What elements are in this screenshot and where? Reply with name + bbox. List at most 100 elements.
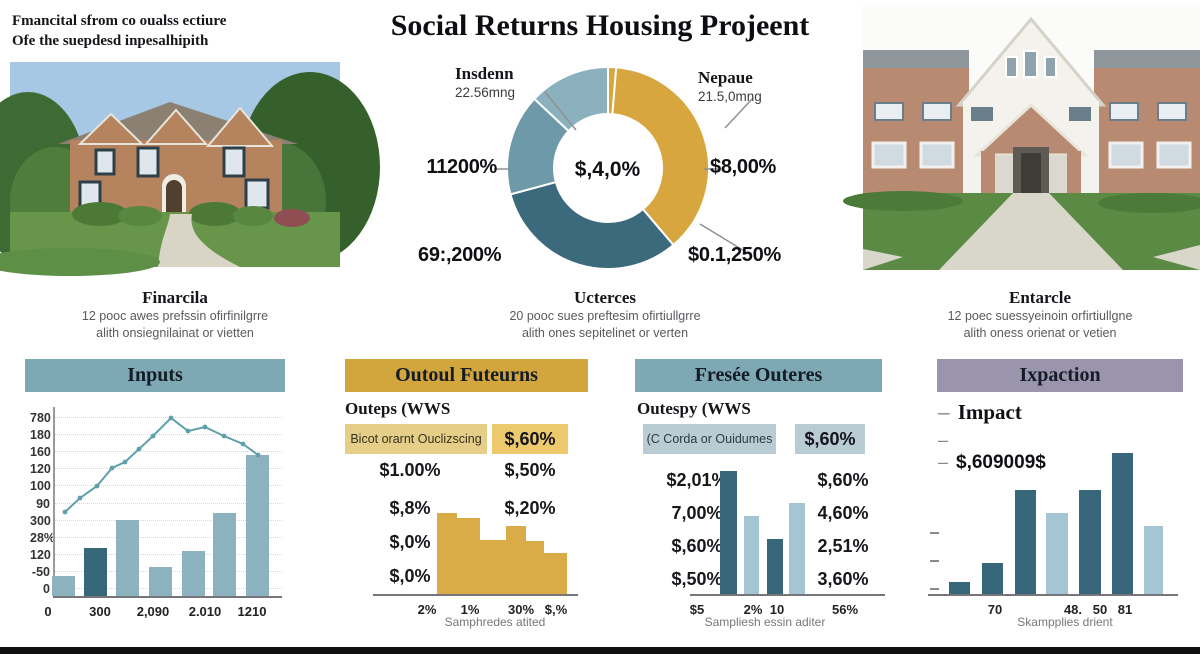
grid-line	[54, 417, 282, 418]
grid-line	[54, 434, 282, 436]
donut-callout-left-title: Insdenn	[455, 64, 514, 83]
bar	[982, 563, 1003, 595]
outcomes-row-left-3: $,60%	[671, 536, 723, 556]
x-axis-label: 2%	[743, 602, 763, 617]
bar	[744, 516, 759, 595]
caption-entarcle-line2: alith oness orienat or vetien	[963, 325, 1117, 340]
impact-dash-2: –	[938, 430, 949, 450]
x-axis-line	[53, 596, 282, 598]
caption-financila-line1: 12 pooc awes prefssin ofirfinilgrre	[81, 309, 269, 323]
x-axis-label: 81	[1117, 602, 1133, 617]
caption-financila-line2: alith onsiegnilainat or vietten	[96, 325, 254, 340]
bar	[149, 567, 172, 596]
donut-callout-left: Insdenn 22.56mng	[455, 64, 515, 100]
donut-chart	[494, 65, 754, 270]
outputs-axis-line	[373, 594, 578, 596]
outcomes-row-left-1: $2,01%	[666, 470, 728, 490]
y-axis-line	[53, 407, 55, 596]
x-axis-label: 300	[89, 604, 111, 619]
y-axis-label: 28%	[30, 530, 56, 545]
x-axis-label: $5	[689, 602, 705, 617]
panel-header-inputs: Inputs	[25, 359, 285, 392]
x-axis-label: 2,090	[136, 604, 170, 619]
caption-entarcle: Entarcle 12 poec suessyeinoin orfirtiull…	[890, 288, 1190, 341]
outputs-row-right-2: $,20%	[504, 498, 556, 518]
bar	[116, 520, 139, 596]
donut-callout-right: Nepaue 21.5,0mng	[698, 68, 762, 104]
x-axis-label: 1210	[237, 604, 267, 619]
donut-callout-right-title: Nepaue	[698, 68, 753, 87]
x-axis-label: 2.010	[188, 604, 222, 619]
outcomes-row-right-1: $,60%	[817, 470, 869, 490]
donut-label-bottom-left: 69:,200%	[418, 244, 502, 266]
outcomes-subtitle: Outespy (WWS	[637, 399, 751, 418]
outputs-subtitle: Outeps (WWS	[345, 399, 451, 418]
caption-entarcle-title: Entarcle	[1008, 288, 1071, 307]
panel-header-impact: Ixpaction	[937, 359, 1183, 392]
impact-title: Impact	[957, 400, 1022, 424]
impact-axis-tick-3	[930, 588, 939, 590]
photo-building-right	[843, 5, 1200, 270]
x-axis-label: 70	[987, 602, 1003, 617]
donut-slice-2	[509, 180, 675, 270]
grid-line	[54, 502, 282, 504]
caption-entarcle-line1: 12 poec suessyeinoin orfirtiullgne	[947, 309, 1133, 323]
y-axis-label: 90	[36, 496, 50, 511]
impact-axis-line	[928, 594, 1178, 596]
impact-value-line: – $,609009$	[938, 452, 1046, 474]
y-axis-label: 0	[43, 582, 50, 596]
bar	[526, 541, 544, 595]
outcomes-row-left-4: $,50%	[671, 569, 723, 589]
impact-title-line: – Impact	[938, 400, 1022, 425]
y-axis-label: -50	[31, 564, 50, 579]
outputs-bars-chart: 2% 1% 30% $,%	[418, 505, 580, 617]
outcomes-cell-value: $,60%	[795, 424, 865, 454]
x-axis-label: 2%	[417, 602, 437, 617]
panel-header-outcomes: Fresée Outeres	[635, 359, 882, 392]
outcomes-caption: Sampliesh essin aditer	[704, 615, 826, 629]
x-axis-label: $,%	[544, 602, 568, 617]
grid-line	[54, 553, 282, 555]
panel-header-outputs: Outoul Futeurns	[345, 359, 588, 392]
outputs-row-left-2: $,8%	[389, 498, 431, 518]
bar	[1144, 526, 1163, 595]
outputs-caption: Samphredes atited	[444, 615, 546, 629]
grid-line	[54, 468, 282, 470]
bar	[480, 540, 506, 595]
impact-value: $,609009$	[956, 452, 1046, 473]
bar	[767, 539, 783, 595]
y-axis-label: 120	[30, 462, 51, 477]
note-line-2: Ofe the suepdesd inpesalhipith	[12, 32, 209, 49]
caption-financila: Finarcila 12 pooc awes prefssin ofirfini…	[45, 288, 305, 341]
bar	[52, 576, 75, 596]
outcomes-axis-line	[690, 594, 885, 596]
bar	[1112, 453, 1133, 595]
bottom-border-bar	[0, 647, 1200, 654]
top-left-note: Fmancital sfrom co oualss ectiure Ofe th…	[12, 12, 342, 52]
y-axis-label: 120	[30, 547, 51, 562]
inputs-chart: 780 180 160 120 100 90 300 28% 120 -50 0 0 300 2,090 2…	[30, 405, 285, 619]
donut-slice-4	[532, 65, 609, 133]
bar	[437, 513, 457, 595]
caption-financila-title: Finarcila	[142, 288, 208, 307]
leader-line-bottom-right	[699, 223, 747, 253]
donut-slice-1	[611, 66, 710, 247]
caption-ucterces-line2: alith ones sepitelinet or verten	[521, 325, 689, 340]
impact-axis-tick-1	[930, 532, 939, 534]
impact-caption: Skampplies drient	[1017, 615, 1113, 629]
x-axis-label: 30%	[507, 602, 535, 617]
outcomes-cell-label: (C Corda or Ouidumes	[643, 424, 776, 454]
outcomes-row-right-4: 3,60%	[817, 569, 869, 589]
bar	[1079, 490, 1101, 595]
impact-dash-1: –	[938, 401, 950, 424]
caption-ucterces-title: Ucterces	[574, 288, 636, 307]
caption-ucterces: Ucterces 20 pooc sues preftesim ofirtiul…	[435, 288, 775, 341]
bar	[84, 548, 107, 596]
donut-slices	[506, 65, 710, 270]
grid-line	[54, 451, 282, 453]
y-axis-label: 100	[30, 479, 51, 494]
bar	[457, 518, 480, 595]
outputs-row-left-1: $1.00%	[379, 460, 441, 480]
donut-label-bottom-right: $0.1,250%	[688, 244, 781, 266]
